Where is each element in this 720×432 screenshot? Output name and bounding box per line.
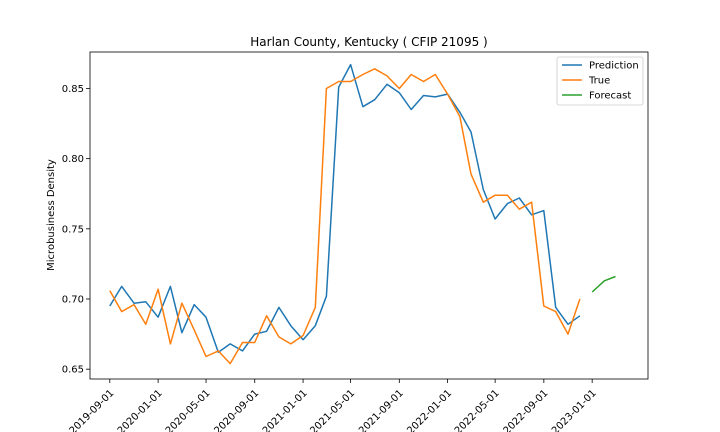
- legend-label-true: True: [588, 76, 610, 87]
- y-tick-label: 0.65: [62, 365, 84, 376]
- x-axis: 2019-09-01 2020-01-01 2020-05-01 2020-09-01…: [68, 379, 599, 432]
- legend-box: [556, 56, 644, 106]
- y-tick-label: 0.80: [62, 154, 84, 165]
- x-tick-label: 2021-01-01: [261, 388, 310, 432]
- y-axis: 0.65 0.70 0.75 0.80 0.85: [62, 84, 90, 376]
- series-line-true: [109, 68, 581, 365]
- x-tick-label: 2021-05-01: [308, 388, 357, 432]
- chart-title: Harlan County, Kentucky ( CFIP 21095 ): [250, 35, 487, 49]
- legend-label-forecast: Forecast: [589, 91, 631, 102]
- y-axis-label: Microbusiness Density: [46, 159, 57, 271]
- x-tick-label: 2022-05-01: [453, 388, 502, 432]
- series-line-forecast: [591, 275, 616, 293]
- legend: Prediction True Forecast: [556, 56, 644, 106]
- x-tick-label: 2020-09-01: [213, 388, 262, 432]
- x-tick-label: 2020-05-01: [164, 388, 213, 432]
- plot-area: [89, 51, 649, 380]
- y-tick-label: 0.70: [62, 295, 84, 306]
- x-tick-label: 2023-01-01: [550, 388, 599, 432]
- x-tick-label: 2022-09-01: [502, 388, 551, 432]
- legend-label-prediction: Prediction: [589, 61, 639, 72]
- x-tick-label: 2019-09-01: [68, 388, 117, 432]
- x-tick-label: 2021-09-01: [357, 388, 406, 432]
- y-tick-label: 0.85: [62, 84, 84, 95]
- y-tick-label: 0.75: [62, 224, 84, 235]
- x-tick-label: 2022-01-01: [405, 388, 454, 432]
- series-lines: [109, 63, 616, 365]
- series-line-prediction: [109, 63, 581, 354]
- x-tick-label: 2020-01-01: [116, 388, 165, 432]
